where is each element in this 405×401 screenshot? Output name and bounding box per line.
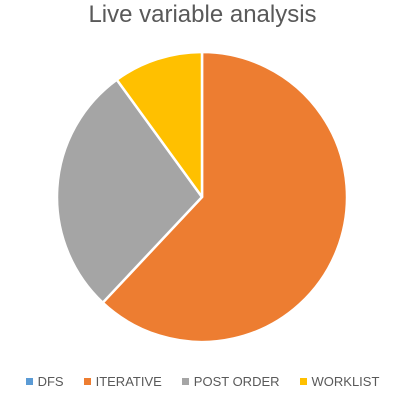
legend-swatch xyxy=(181,377,189,385)
legend-label: WORKLIST xyxy=(311,373,380,389)
pie-slice-iterative xyxy=(101,50,349,344)
legend-label: POST ORDER xyxy=(193,373,280,389)
legend-label: ITERATIVE xyxy=(95,373,162,389)
legend-entry-iterative: ITERATIVE xyxy=(83,373,162,389)
legend-swatch xyxy=(83,377,91,385)
chart-title: Live variable analysis xyxy=(88,1,317,28)
legend-label: DFS xyxy=(37,373,64,389)
legend-swatch xyxy=(25,377,33,385)
pie-slice-worklist xyxy=(115,50,204,199)
legend-entry-worklist: WORKLIST xyxy=(299,373,380,389)
chart-legend: DFS ITERATIVE POST ORDER WORKLIST xyxy=(0,372,405,390)
legend-entry-dfs: DFS xyxy=(25,373,64,389)
legend-swatch xyxy=(299,377,307,385)
legend-entry-post-order: POST ORDER xyxy=(181,373,280,389)
pie-slice-post-order xyxy=(55,78,204,304)
